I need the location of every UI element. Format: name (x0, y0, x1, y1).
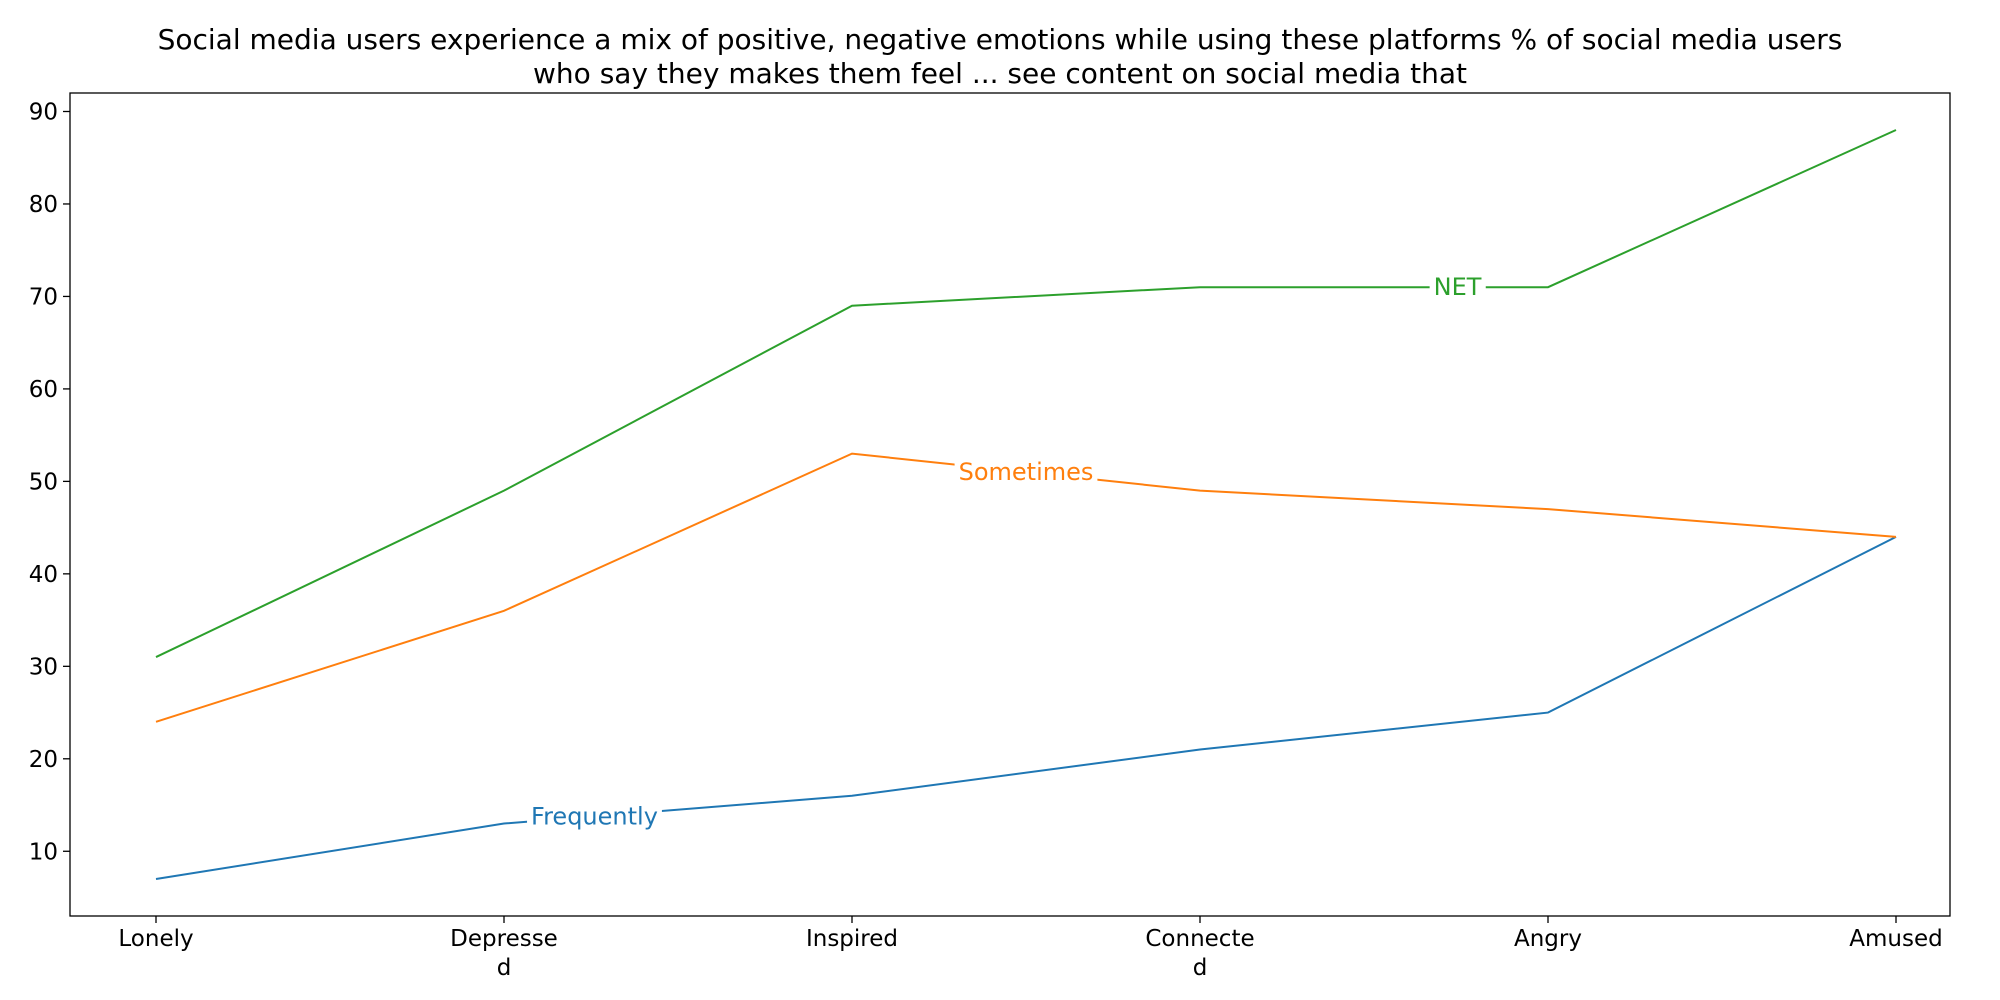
data-point-frequently (1198, 748, 1202, 752)
axes-group: 10 20 30 40 50 60 70 80 90 Lonely Depresse d Inspire… (29, 99, 1943, 981)
data-point-frequently (1546, 711, 1550, 715)
data-point-net (502, 489, 506, 493)
x-tick-label: Depresse (450, 926, 558, 952)
data-point-frequently (154, 877, 158, 881)
data-point-sometimes (1546, 507, 1550, 511)
y-tick-label: 60 (29, 377, 58, 403)
series-labels-group: Frequently Sometimes NET (527, 273, 1486, 830)
series-label-frequently: Frequently (531, 802, 658, 830)
series-lines-group (154, 128, 1898, 881)
x-tick-label: Amused (1849, 926, 1942, 952)
data-point-net (1198, 285, 1202, 289)
y-tick-label: 10 (29, 839, 58, 865)
series-label-background (954, 462, 1098, 483)
y-tick-label: 20 (29, 747, 58, 773)
series-label-background (527, 806, 662, 827)
chart-title-line-1: Social media users experience a mix of p… (158, 23, 1843, 56)
series-label-sometimes: Sometimes (959, 458, 1094, 486)
series-label-background (1429, 277, 1486, 298)
y-tick-label: 90 (29, 99, 58, 125)
plot-area-frame (69, 92, 1951, 917)
data-point-frequently (850, 794, 854, 798)
x-tick-label: Inspired (806, 926, 898, 952)
x-tick-label: Lonely (118, 926, 193, 952)
data-point-sometimes (502, 609, 506, 613)
data-point-sometimes (850, 452, 854, 456)
data-point-net (1546, 285, 1550, 289)
x-tick-label: Connecte (1145, 926, 1254, 952)
x-tick-label: Angry (1514, 926, 1582, 952)
y-tick-label: 50 (29, 469, 58, 495)
data-point-net (154, 655, 158, 659)
data-point-sometimes (1198, 489, 1202, 493)
series-line-net (155, 129, 1897, 658)
y-tick-label: 40 (29, 562, 58, 588)
series-label-net: NET (1434, 273, 1482, 301)
series-line-frequently (155, 535, 1897, 880)
y-tick-label: 30 (29, 654, 58, 680)
data-point-net (850, 304, 854, 308)
data-point-frequently (502, 822, 506, 826)
data-point-sometimes (1894, 535, 1898, 539)
series-line-sometimes (155, 452, 1897, 723)
x-tick-label: d (497, 955, 512, 981)
data-point-net (1894, 128, 1898, 132)
chart-title-line-2: who say they makes them feel ... see con… (533, 57, 1467, 90)
data-point-sometimes (154, 720, 158, 724)
y-tick-label: 70 (29, 284, 58, 310)
y-tick-label: 80 (29, 192, 58, 218)
x-tick-label: d (1193, 955, 1208, 981)
